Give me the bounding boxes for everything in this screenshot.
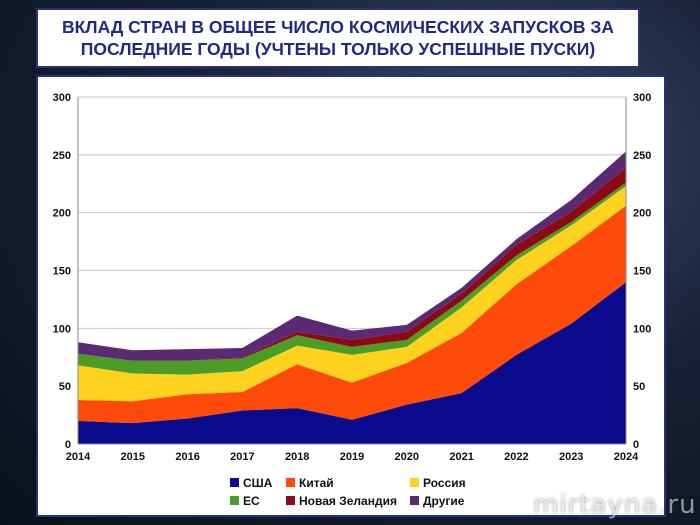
y-tick-label-right: 300	[633, 92, 651, 104]
legend-swatch	[286, 496, 295, 505]
x-tick-label: 2024	[614, 451, 639, 463]
area-series-1	[78, 205, 626, 424]
y-tick-label-left: 150	[53, 266, 71, 278]
legend-label: Китай	[299, 476, 334, 490]
y-tick-label-right: 250	[633, 150, 651, 162]
x-tick-label: 2020	[395, 451, 419, 463]
y-tick-label-right: 100	[633, 323, 651, 335]
y-tick-label-right: 0	[633, 439, 639, 451]
legend-swatch	[230, 496, 239, 505]
legend-label: ЕС	[243, 494, 260, 508]
watermark: mirtayna.ru	[533, 490, 697, 520]
y-tick-label-left: 50	[59, 381, 71, 393]
y-tick-label-left: 250	[53, 150, 71, 162]
legend-swatch	[230, 478, 239, 487]
chart-panel: 0 0 50 50 100 100 150 150 200 200 250 250 300 300 2014…	[36, 75, 666, 517]
x-tick-label: 2023	[559, 451, 583, 463]
area-series-0	[78, 282, 626, 444]
y-tick-label-right: 150	[633, 266, 651, 278]
x-tick-label: 2014	[66, 451, 91, 463]
y-tick-label-left: 100	[53, 323, 71, 335]
x-tick-label: 2021	[449, 451, 473, 463]
x-tick-label: 2022	[504, 451, 528, 463]
legend-label: США	[243, 476, 273, 490]
x-tick-label: 2017	[230, 451, 254, 463]
y-tick-label-left: 300	[53, 92, 71, 104]
x-tick-label: 2015	[121, 451, 145, 463]
legend-label: Другие	[423, 494, 465, 508]
y-tick-label-left: 0	[65, 439, 71, 451]
legend-swatch	[286, 478, 295, 487]
legend-label: Новая Зеландия	[299, 494, 397, 508]
stacked-area-chart: 0 0 50 50 100 100 150 150 200 200 250 250 300 300 2014…	[53, 92, 652, 508]
y-tick-label-left: 200	[53, 208, 71, 220]
legend-swatch	[410, 496, 419, 505]
x-tick-label: 2016	[175, 451, 199, 463]
area-series-2	[78, 186, 626, 402]
chart-title-box: ВКЛАД СТРАН В ОБЩЕЕ ЧИСЛО КОСМИЧЕСКИХ ЗА…	[36, 8, 640, 68]
legend-label: Россия	[423, 476, 466, 490]
y-tick-label-right: 200	[633, 208, 651, 220]
y-tick-label-right: 50	[633, 381, 645, 393]
legend-swatch	[410, 478, 419, 487]
x-tick-label: 2019	[340, 451, 364, 463]
x-tick-label: 2018	[285, 451, 309, 463]
chart-title: ВКЛАД СТРАН В ОБЩЕЕ ЧИСЛО КОСМИЧЕСКИХ ЗА…	[61, 17, 615, 59]
